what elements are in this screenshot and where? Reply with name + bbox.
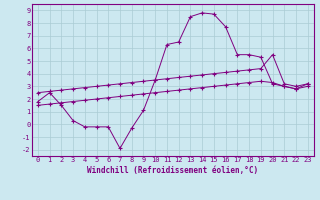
X-axis label: Windchill (Refroidissement éolien,°C): Windchill (Refroidissement éolien,°C)	[87, 166, 258, 175]
